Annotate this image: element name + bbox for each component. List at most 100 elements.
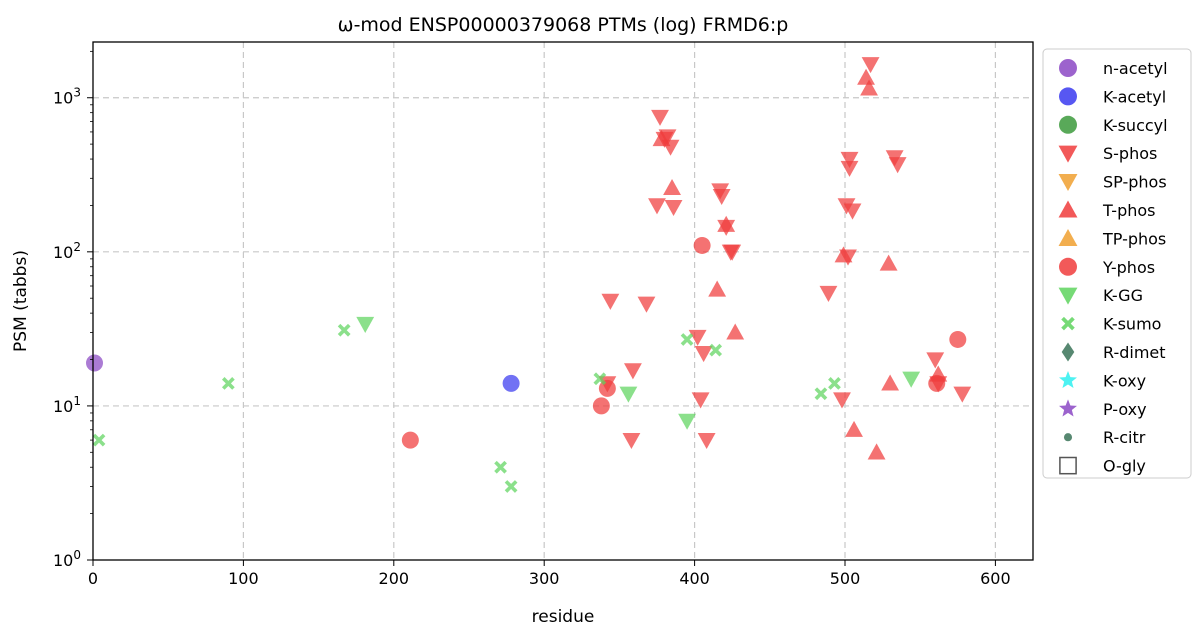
legend-label-t-phos: T-phos [1102, 201, 1156, 220]
point-s-phos [926, 352, 945, 369]
point-y-phos [693, 236, 711, 254]
point-s-phos [694, 346, 713, 363]
point-t-phos [860, 79, 878, 96]
y-tick-label: 102 [53, 240, 81, 262]
point-n-acetyl [86, 354, 104, 372]
point-y-phos [592, 397, 610, 415]
point-s-phos [624, 363, 642, 380]
legend-label-sp-phos: SP-phos [1103, 173, 1167, 192]
point-k-sumo [494, 460, 507, 474]
legend-marker-tp-phos [1058, 228, 1078, 246]
legend: n-acetyl K-acetyl K-succyl S-phos SP-phos T-p… [1042, 48, 1192, 479]
point-s-phos [648, 198, 666, 215]
point-s-phos [601, 293, 620, 310]
point-k-sumo [828, 377, 841, 390]
point-t-phos [834, 246, 853, 263]
point-s-phos [861, 57, 880, 74]
point-s-phos [691, 392, 710, 409]
x-tick-label: 200 [379, 569, 410, 588]
x-axis: 0 100 200 300 400 500 600 [88, 560, 1011, 588]
chart-title: ω-mod ENSP00000379068 PTMs (log) FRMD6:p [338, 14, 789, 36]
legend-label-k-gg: K-GG [1103, 286, 1143, 305]
point-t-phos [857, 68, 875, 85]
x-tick-label: 300 [529, 569, 560, 588]
data-marks [86, 57, 972, 493]
legend-label-k-oxy: K-oxy [1103, 371, 1146, 390]
x-tick-label: 400 [679, 569, 710, 588]
point-s-phos [833, 392, 851, 409]
point-k-acetyl [502, 374, 520, 392]
point-s-phos [840, 151, 859, 168]
y-axis: 100 101 102 103 [53, 50, 93, 570]
legend-marker-k-succyl [1059, 115, 1077, 134]
point-s-phos [697, 432, 716, 450]
plot-frame [92, 41, 1034, 561]
legend-label-k-succyl: K-succyl [1103, 116, 1168, 135]
legend-marker-k-sumo [1061, 316, 1075, 331]
legend-label-k-sumo: K-sumo [1103, 315, 1161, 334]
point-k-sumo [709, 343, 723, 357]
point-y-phos [949, 330, 967, 348]
x-tick-label: 600 [980, 569, 1011, 588]
point-s-phos [688, 329, 707, 346]
y-tick-label: 103 [53, 86, 81, 108]
legend-label-y-phos: Y-phos [1102, 258, 1155, 277]
point-s-phos [622, 432, 641, 450]
legend-label-r-citr: R-citr [1103, 428, 1146, 447]
legend-label-s-phos: S-phos [1103, 144, 1157, 163]
point-t-phos [652, 130, 671, 147]
legend-marker-t-phos [1058, 200, 1078, 218]
legend-marker-p-oxy [1059, 399, 1077, 417]
point-t-phos [845, 420, 863, 437]
point-k-sumo [814, 387, 828, 401]
x-tick-label: 0 [88, 569, 98, 588]
legend-label-k-acetyl: K-acetyl [1103, 87, 1166, 106]
legend-label-p-oxy: P-oxy [1103, 400, 1147, 419]
legend-marker-n-acetyl [1059, 59, 1077, 77]
point-s-phos [637, 296, 656, 313]
point-k-sumo [504, 480, 518, 493]
legend-label-r-dimet: R-dimet [1103, 343, 1166, 362]
y-tick-label: 101 [53, 394, 81, 416]
legend-marker-r-dimet [1061, 342, 1075, 362]
point-k-sumo [92, 433, 106, 447]
y-tick-label: 100 [53, 548, 81, 570]
y-axis-label: PSM (tabbs) [11, 250, 31, 352]
point-s-phos [712, 188, 731, 206]
point-t-phos [881, 374, 900, 391]
legend-marker-o-gly [1059, 456, 1077, 475]
legend-marker-y-phos [1059, 257, 1077, 276]
legend-frame [1042, 48, 1192, 479]
point-k-gg [678, 413, 697, 430]
point-t-phos [663, 178, 681, 196]
legend-label-o-gly: O-gly [1103, 457, 1146, 476]
legend-marker-k-acetyl [1059, 87, 1077, 106]
legend-marker-k-gg [1058, 287, 1078, 305]
point-k-gg [902, 371, 921, 388]
point-t-phos [867, 443, 886, 460]
legend-label-n-acetyl: n-acetyl [1103, 59, 1168, 78]
point-k-gg [619, 386, 638, 403]
point-t-phos [708, 280, 727, 297]
legend-marker-k-oxy [1059, 370, 1077, 389]
point-k-sumo [680, 333, 694, 346]
point-t-phos [726, 323, 745, 340]
point-s-phos [723, 244, 742, 261]
grid-lines [93, 42, 1033, 560]
legend-marker-sp-phos [1058, 174, 1078, 192]
point-y-phos [928, 374, 946, 392]
point-s-phos [664, 199, 683, 217]
point-s-phos [840, 160, 859, 177]
point-t-phos [717, 215, 736, 232]
legend-marker-r-citr [1063, 433, 1073, 442]
legend-label-tp-phos: TP-phos [1102, 229, 1166, 248]
point-t-phos [879, 254, 898, 271]
point-s-phos [953, 386, 972, 403]
point-s-phos [651, 109, 669, 126]
x-tick-label: 500 [830, 569, 861, 588]
point-k-sumo [337, 323, 351, 337]
x-axis-label: residue [532, 607, 595, 627]
point-s-phos [888, 157, 907, 174]
point-s-phos [843, 203, 862, 220]
